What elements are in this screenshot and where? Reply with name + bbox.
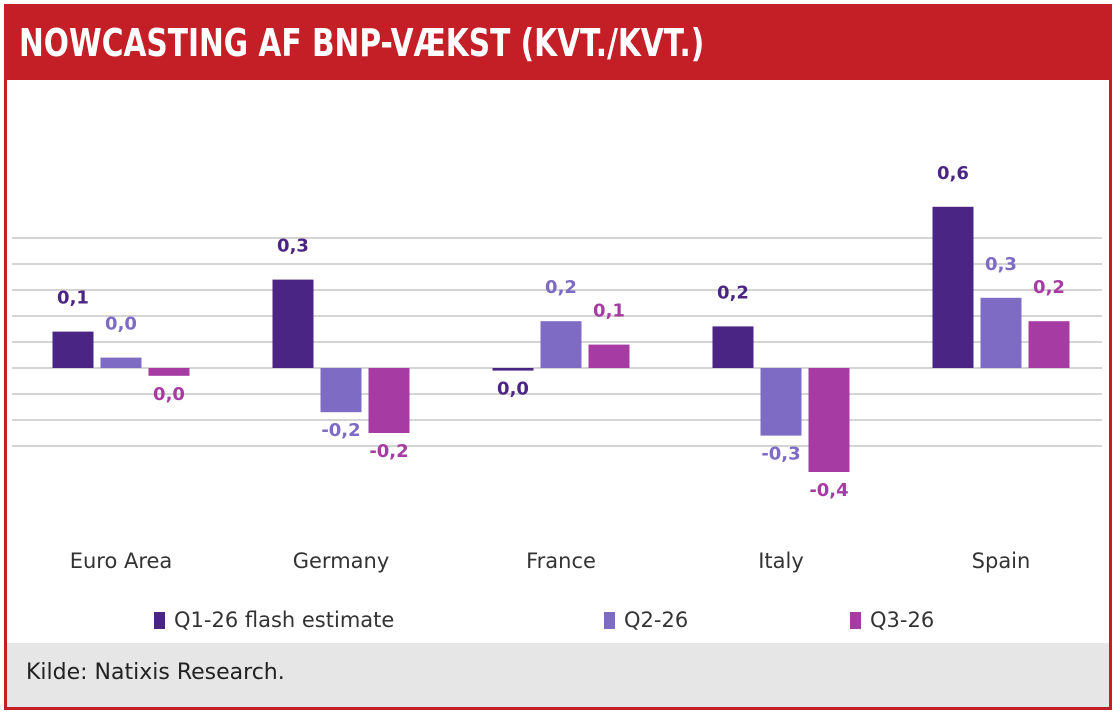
data-label: 0,2 [545, 277, 577, 298]
data-label: 0,2 [717, 282, 749, 303]
data-label: 0,0 [105, 314, 137, 335]
legend-label: Q1-26 flash estimate [174, 608, 394, 632]
bar-germany-s1 [272, 279, 314, 368]
category-label: Euro Area [70, 549, 173, 573]
legend-swatch [604, 612, 615, 629]
legend-swatch [154, 612, 165, 629]
source-footer: Kilde: Natixis Research. [7, 643, 1109, 707]
legend-swatch [850, 612, 861, 629]
bar-spain-s3 [1028, 321, 1070, 368]
chart-frame: NOWCASTING AF BNP-VÆKST (KVT./KVT.) 0,1 0… [4, 4, 1112, 710]
chart-title: NOWCASTING AF BNP-VÆKST (KVT./KVT.) [19, 21, 705, 65]
bar-france-s2 [540, 321, 582, 368]
category-label: Spain [972, 549, 1031, 573]
category-label: France [526, 549, 596, 573]
bar-france-s3 [588, 344, 630, 368]
legend-label: Q2-26 [624, 608, 688, 632]
data-label: -0,2 [369, 441, 408, 462]
data-label: 0,0 [153, 384, 185, 405]
data-label: 0,1 [57, 288, 89, 309]
bar-chart: 0,1 0,0 0,0 0,3 -0,2 -0,2 0,0 0,2 0,1 0,2 -0,3 -0,4… [12, 163, 1102, 632]
bar-euro-area-s3 [148, 368, 190, 376]
bars [52, 206, 1070, 472]
bar-italy-s1 [712, 326, 754, 368]
bar-germany-s3 [368, 368, 410, 433]
category-labels: Euro Area Germany France Italy Spain [70, 549, 1031, 573]
category-label: Germany [293, 549, 390, 573]
bar-france-s1 [492, 368, 534, 371]
data-label: -0,4 [809, 480, 848, 501]
bar-spain-s2 [980, 297, 1022, 368]
bar-spain-s1 [932, 206, 974, 368]
bar-euro-area-s2 [100, 357, 142, 368]
data-label: 0,1 [593, 301, 625, 322]
legend-label: Q3-26 [870, 608, 934, 632]
value-labels: 0,1 0,0 0,0 0,3 -0,2 -0,2 0,0 0,2 0,1 0,2 -0,3 -0,4… [57, 163, 1065, 501]
bar-italy-s2 [760, 368, 802, 436]
bar-euro-area-s1 [52, 331, 94, 368]
data-label: 0,0 [497, 379, 529, 400]
category-label: Italy [758, 549, 804, 573]
bar-germany-s2 [320, 368, 362, 413]
bar-italy-s3 [808, 368, 850, 472]
data-label: 0,6 [937, 163, 969, 184]
data-label: -0,2 [321, 420, 360, 441]
legend: Q1-26 flash estimate Q2-26 Q3-26 [154, 608, 934, 632]
title-bar: NOWCASTING AF BNP-VÆKST (KVT./KVT.) [7, 7, 1109, 80]
data-label: -0,3 [761, 444, 800, 465]
source-note: Kilde: Natixis Research. [26, 660, 285, 685]
data-label: 0,2 [1033, 277, 1065, 298]
data-label: 0,3 [985, 254, 1017, 275]
data-label: 0,3 [277, 236, 309, 257]
